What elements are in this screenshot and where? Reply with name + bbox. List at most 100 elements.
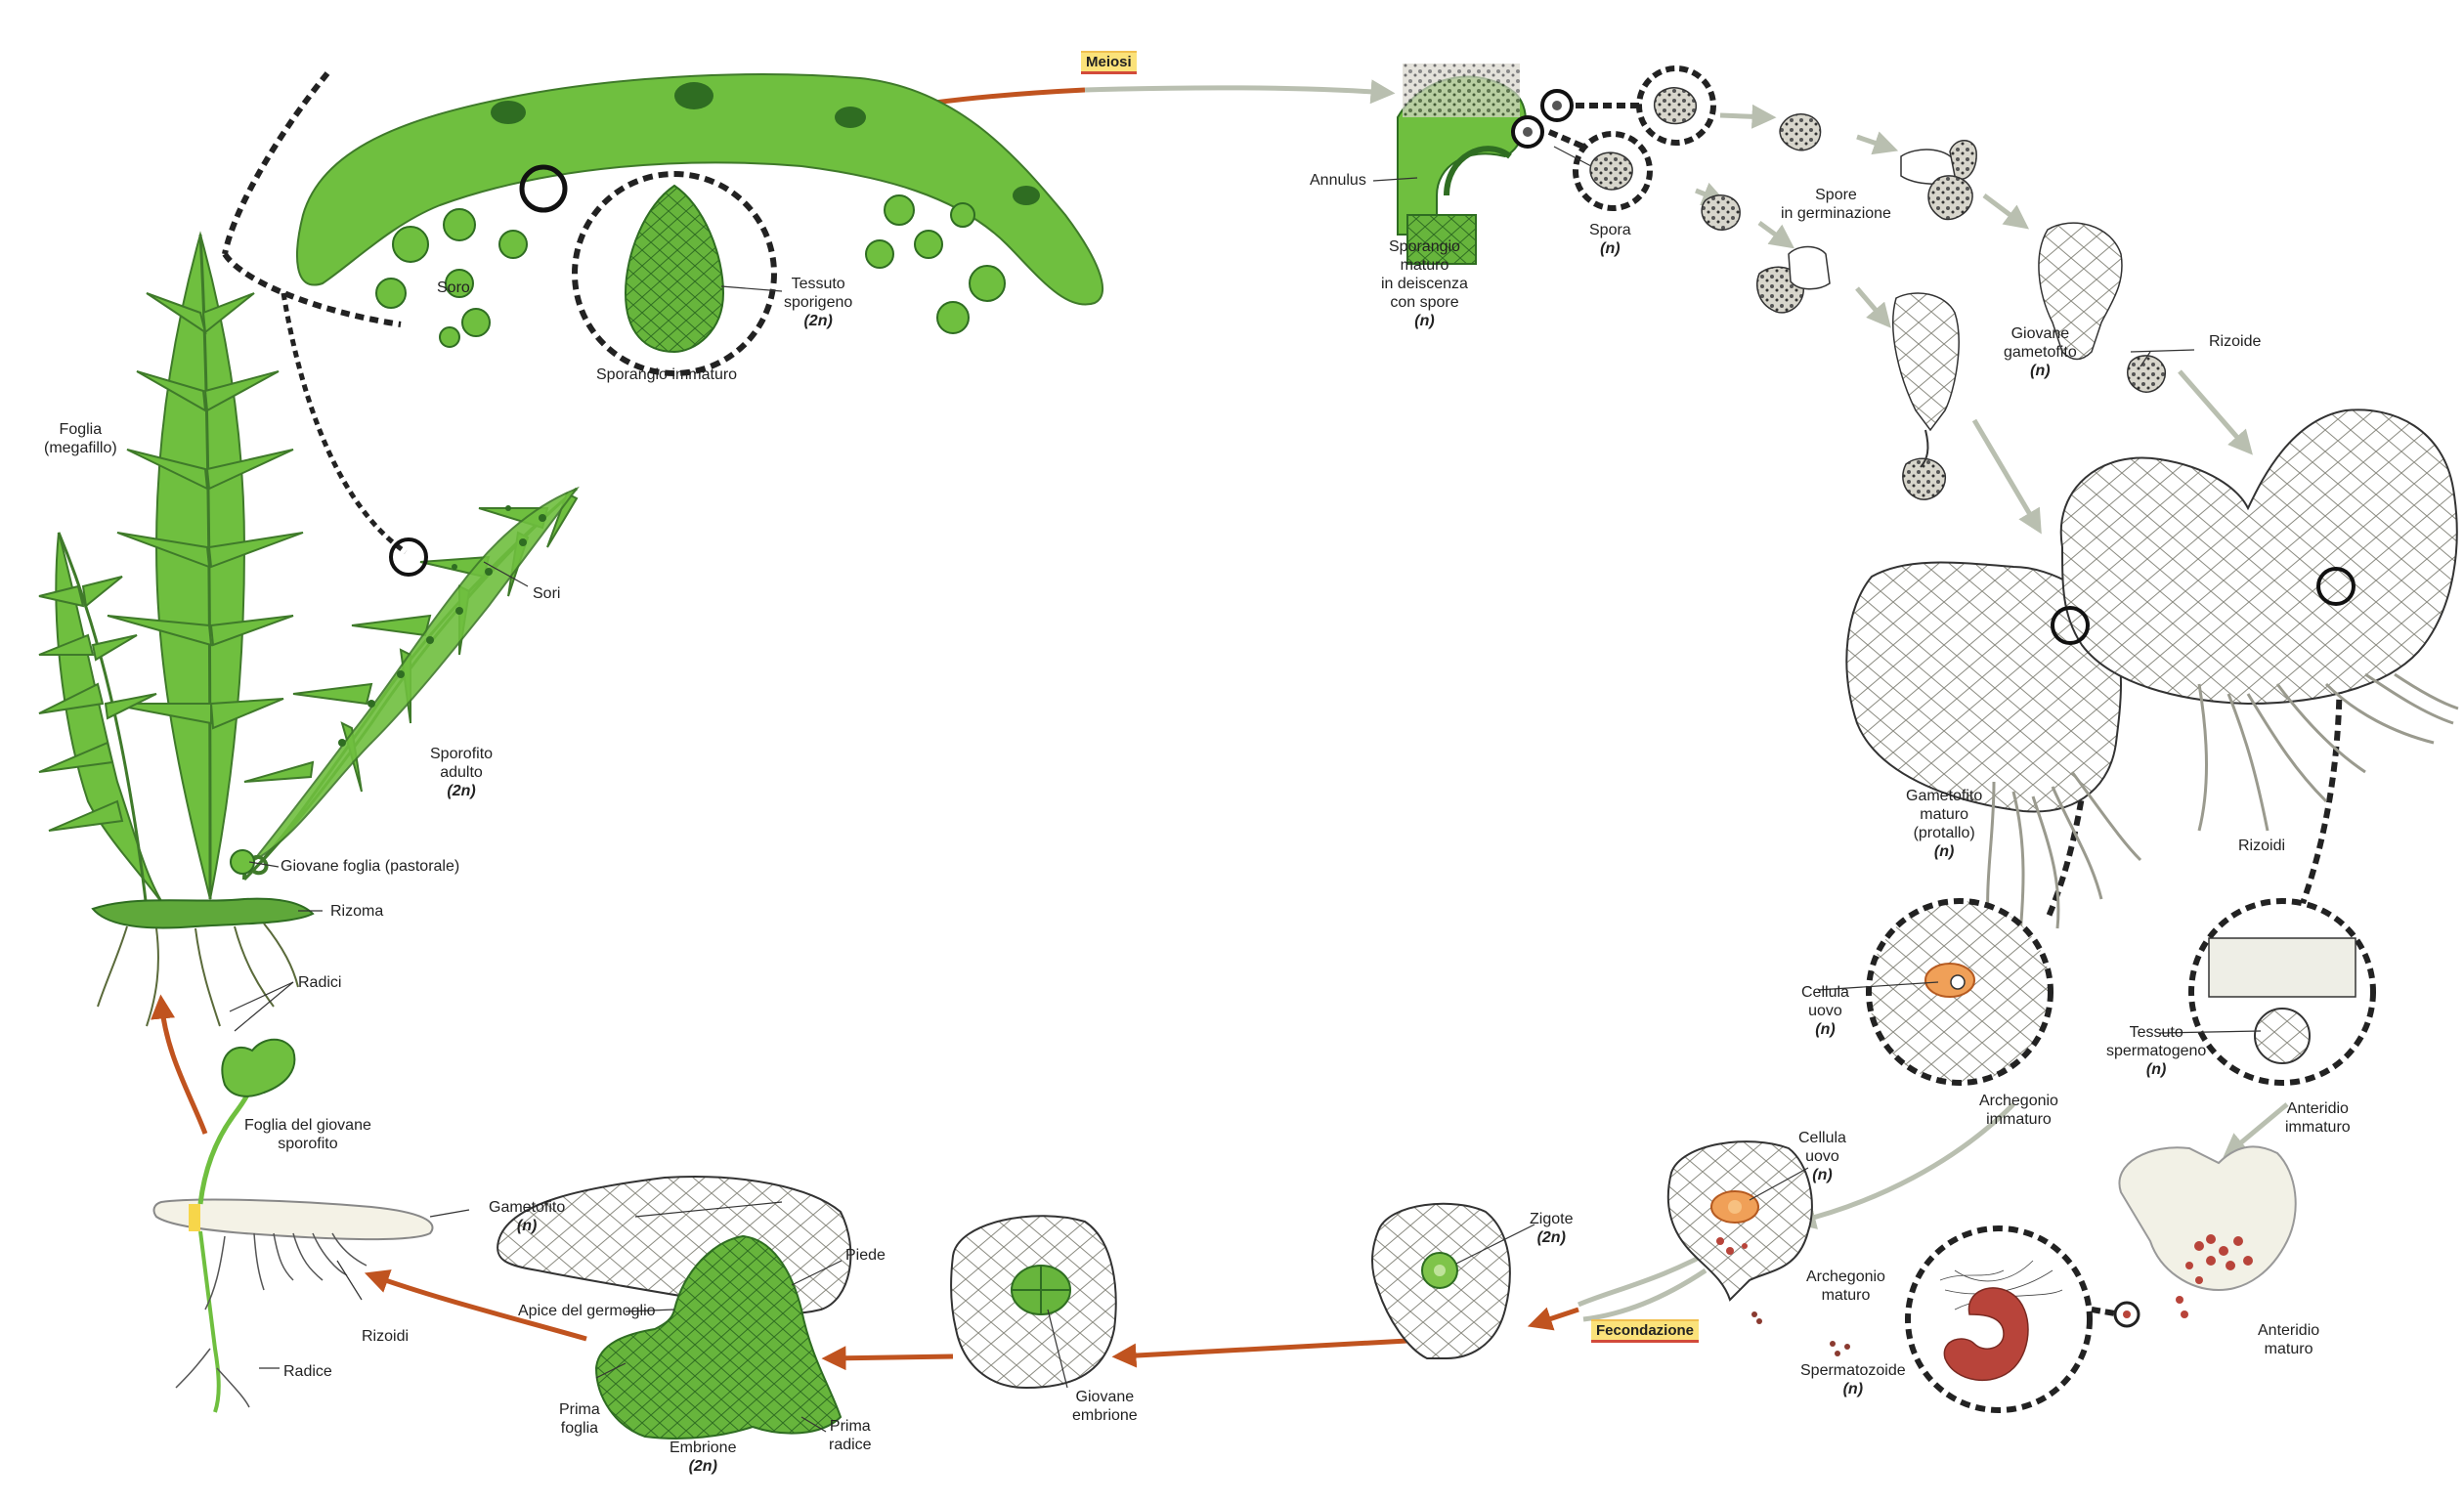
label-rizoide: Rizoide: [2209, 333, 2262, 350]
label-tessuto-spermatogeno: Tessuto spermatogeno (n): [2106, 1023, 2206, 1079]
label-spora-text: Spora: [1589, 222, 1631, 238]
dashed-connector-sperm: [2091, 1307, 2122, 1317]
arrow-embrione-young: [364, 1269, 587, 1342]
label-sporofito-adulto-ploidy: (2n): [447, 783, 476, 799]
label-gametofito-maturo-ploidy: (n): [1933, 843, 1955, 860]
label-tessuto-spermatogeno-ploidy: (n): [2145, 1061, 2167, 1078]
arrow-spore-6: [1855, 286, 1891, 328]
label-apice-germoglio: Apice del germoglio: [518, 1303, 656, 1319]
label-embrione-text: Embrione: [670, 1440, 737, 1456]
sorus-left: [375, 208, 528, 348]
label-rizoma: Rizoma: [330, 903, 384, 920]
label-sporofito-adulto: Sporofito adulto (2n): [430, 745, 493, 800]
label-sori: Sori: [533, 585, 561, 602]
arrow-antheridium: [2223, 1102, 2289, 1158]
arrow-spore-3: [1982, 193, 2029, 230]
label-prima-radice: Prima radice: [829, 1418, 872, 1453]
label-sporangio-maturo-ploidy: (n): [1414, 313, 1435, 329]
sorus-right: [865, 194, 1006, 334]
label-cellula-uovo-2: Cellula uovo (n): [1798, 1129, 1846, 1184]
label-radice: Radice: [283, 1363, 332, 1380]
meiosis-arrow-gray: [1084, 79, 1396, 105]
label-tessuto-sporigeno: Tessuto sporigeno (2n): [784, 275, 852, 330]
fertilization-tag: Fecondazione: [1591, 1319, 1700, 1343]
label-archegonio-maturo: Archegonio maturo: [1806, 1268, 1885, 1304]
arrow-embryo-embrione: [821, 1346, 954, 1371]
meiosis-tag: Meiosi: [1081, 51, 1137, 74]
label-rizoidi-bottom: Rizoidi: [362, 1328, 410, 1345]
dashed-connector-sori: [281, 292, 408, 555]
label-piede: Piede: [845, 1247, 886, 1264]
arrow-zigote-embryo: [1111, 1338, 1408, 1368]
magnifier-antheridium: [2316, 567, 2356, 606]
embryo: [497, 1176, 852, 1440]
label-zigote-text: Zigote: [1530, 1211, 1574, 1227]
zygote: [1371, 1202, 1511, 1359]
label-tessuto-sporigeno-text: Tessuto sporigeno: [784, 276, 853, 311]
label-sporangio-maturo: Sporangio maturo in deiscenza con spore …: [1381, 237, 1468, 330]
label-sporangio-maturo-text: Sporangio maturo in deiscenza con spore: [1381, 238, 1468, 311]
young-embryo: [950, 1215, 1117, 1390]
label-spora: Spora (n): [1589, 221, 1631, 258]
label-zigote-ploidy: (2n): [1536, 1229, 1566, 1246]
label-gametofito-bottom-text: Gametofito: [489, 1199, 566, 1216]
label-sporangio-immaturo: Sporangio immaturo: [596, 366, 738, 383]
label-rizoidi-top: Rizoidi: [2238, 838, 2286, 854]
label-giovane-foglia: Giovane foglia (pastorale): [281, 858, 460, 875]
adult-fern-sporophyte: [38, 231, 580, 1027]
mature-prothalli: [1845, 408, 2459, 959]
label-embrione: Embrione (2n): [670, 1439, 736, 1476]
label-spore-germinazione: Spore in germinazione: [1781, 187, 1891, 222]
label-giovane-gametofito-text: Giovane gametofito: [2004, 325, 2077, 361]
label-spermatozoide-text: Spermatozoide: [1800, 1362, 1906, 1379]
dashed-connector-spore-2: [1547, 129, 1585, 150]
mature-sporangium: [1397, 64, 1574, 265]
magnifier-sori: [389, 537, 428, 577]
label-tessuto-spermatogeno-text: Tessuto spermatogeno: [2106, 1024, 2207, 1059]
label-gametofito-bottom-ploidy: (n): [516, 1218, 538, 1234]
spermatozoid-detail: [1751, 1225, 2140, 1413]
label-spora-ploidy: (n): [1600, 240, 1621, 257]
label-tessuto-sporigeno-ploidy: (2n): [803, 313, 833, 329]
arrow-fertilization-red: [1527, 1307, 1579, 1331]
label-soro: Soro: [437, 279, 470, 296]
leaf-cross-section: [296, 73, 1104, 348]
label-cellula-uovo-1: Cellula uovo (n): [1801, 983, 1849, 1039]
label-cellula-uovo-1-ploidy: (n): [1815, 1021, 1836, 1038]
immature-archegonium-detail: [1866, 898, 2053, 1086]
label-cellula-uovo-1-text: Cellula uovo: [1801, 984, 1849, 1019]
magnifier-small-sorus: [519, 164, 568, 213]
label-annulus: Annulus: [1310, 172, 1366, 189]
label-giovane-gametofito-ploidy: (n): [2030, 363, 2051, 379]
dashed-connector-soro-arc: [222, 252, 402, 327]
arrow-to-mature-1: [1971, 418, 2042, 535]
label-prima-foglia: Prima foglia: [559, 1401, 600, 1437]
label-giovane-embrione: Giovane embrione: [1072, 1389, 1138, 1424]
immature-sporangium-detail: [572, 171, 777, 376]
label-giovane-gametofito: Giovane gametofito (n): [2004, 324, 2077, 380]
arrow-spore-2: [1856, 131, 1899, 155]
arrow-spore-5: [1757, 220, 1795, 249]
label-foglia: Foglia (megafillo): [44, 421, 117, 456]
arrow-to-mature-2: [2178, 369, 2253, 455]
young-sporophyte: [152, 1038, 434, 1413]
label-archegonio-immaturo: Archegonio immaturo: [1979, 1093, 2058, 1128]
label-spermatozoide: Spermatozoide (n): [1800, 1361, 1906, 1398]
leader-lines: [229, 146, 2262, 1433]
label-cellula-uovo-2-text: Cellula uovo: [1798, 1130, 1846, 1165]
spores: [1573, 65, 2166, 500]
label-sporofito-adulto-text: Sporofito adulto: [430, 746, 494, 781]
arrow-fertilization-gray-2: [1582, 1268, 1708, 1322]
label-gametofito-maturo-text: Gametofito maturo (protallo): [1906, 788, 1983, 841]
label-zigote: Zigote (2n): [1530, 1210, 1573, 1247]
label-radici: Radici: [298, 974, 342, 991]
label-anteridio-immaturo: Anteridio immaturo: [2285, 1100, 2351, 1136]
label-embrione-ploidy: (2n): [688, 1458, 717, 1475]
mature-antheridium: [2118, 1145, 2297, 1318]
mature-archegonium: [1666, 1140, 1813, 1302]
arrow-young-adult: [151, 994, 208, 1135]
label-spermatozoide-ploidy: (n): [1842, 1381, 1864, 1397]
label-gametofito-bottom: Gametofito (n): [489, 1198, 565, 1235]
